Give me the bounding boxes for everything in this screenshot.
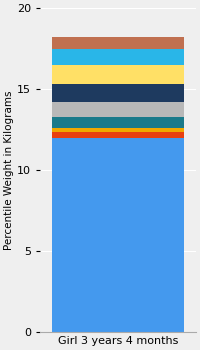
Bar [52, 102, 184, 117]
Bar [52, 49, 184, 65]
Y-axis label: Percentile Weight in Kilograms: Percentile Weight in Kilograms [4, 90, 14, 250]
Bar [52, 84, 184, 102]
Bar [52, 138, 184, 332]
Bar [52, 132, 184, 138]
Bar [52, 128, 184, 132]
Bar [52, 37, 184, 49]
Bar [52, 65, 184, 84]
Bar [52, 117, 184, 128]
